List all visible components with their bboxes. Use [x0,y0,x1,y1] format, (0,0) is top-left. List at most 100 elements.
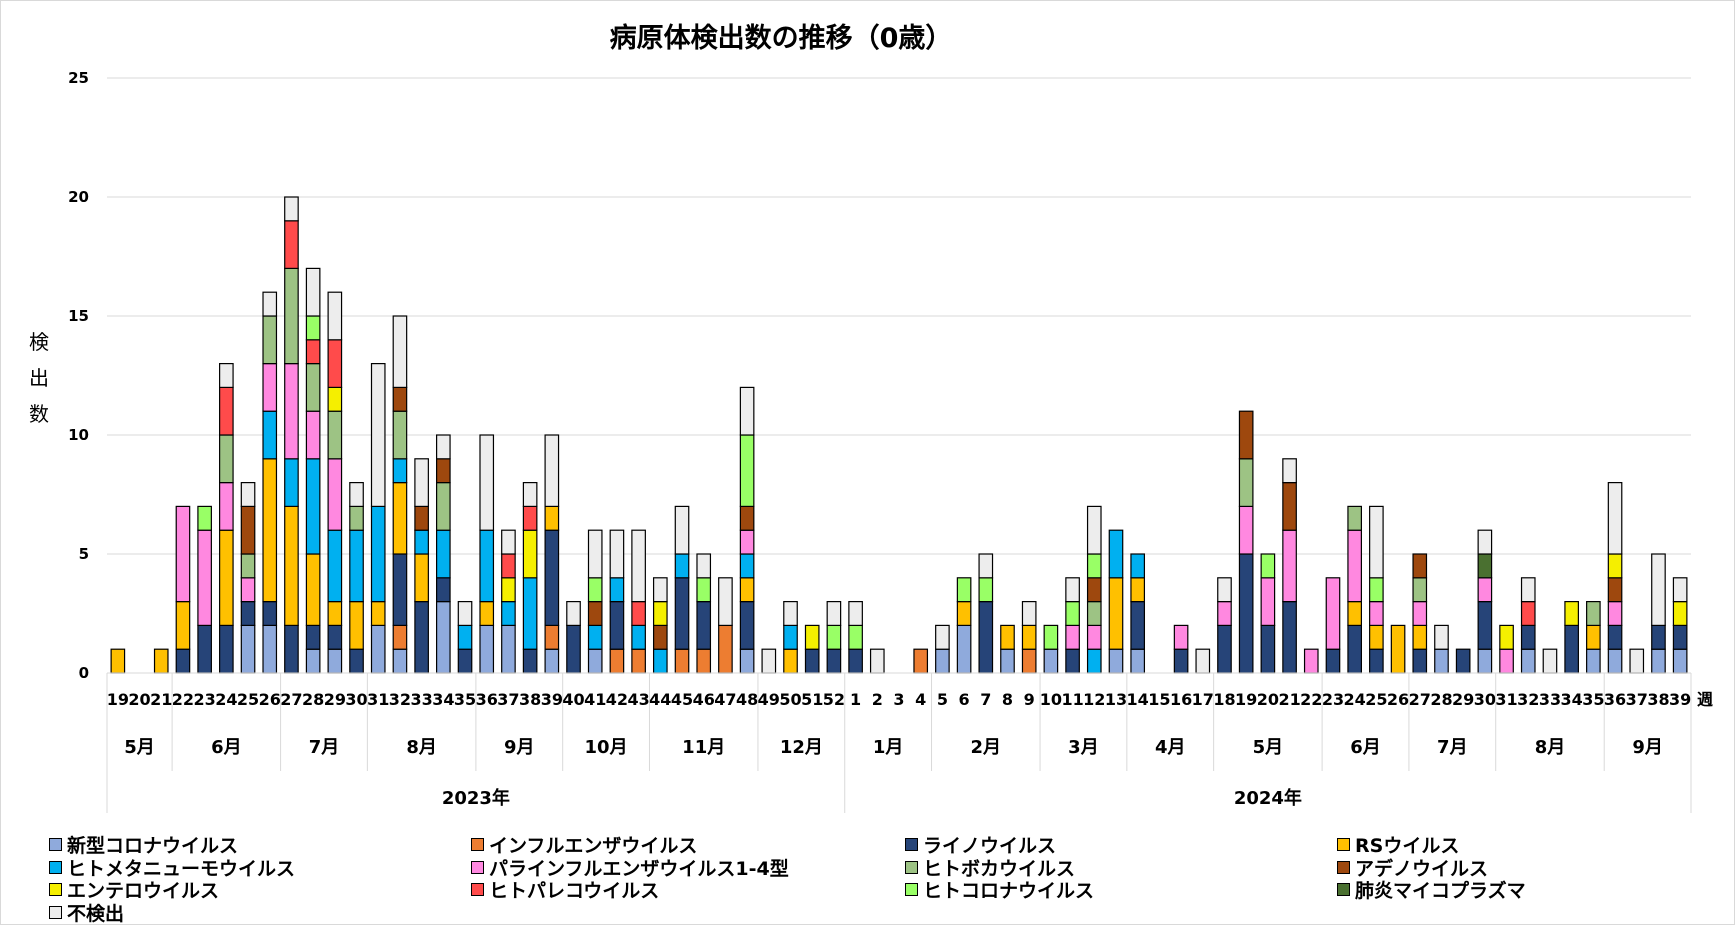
x-week-label: 37 [497,690,519,709]
x-week-label: 41 [584,690,606,709]
bar-segment-rs [479,600,495,626]
bar-segment-none [935,624,950,650]
bar-segment-none [869,648,885,674]
bar-segment-rhino [609,600,625,650]
legend-label: 肺炎マイコプラズマ [1355,880,1526,902]
bar-week-2024-20 [1260,553,1276,674]
x-week-label: 50 [779,690,801,709]
bar-week-2023-38 [522,482,538,674]
bar-segment-hcorona [305,315,321,341]
bar-segment-covid [1607,648,1623,674]
bar-segment-rs [1021,624,1037,650]
x-week-label: 35 [454,690,476,709]
bar-segment-rhino [1282,600,1297,674]
bar-segment-hcorona [1260,553,1276,579]
bar-segment-covid [935,648,950,674]
bar-week-2023-41 [587,529,603,674]
bar-segment-boca [262,315,278,365]
bar-segment-boca [1586,600,1601,626]
bar-week-2024-36 [1607,482,1623,674]
bar-week-2023-50 [783,600,798,674]
x-week-label: 7 [980,690,991,709]
y-tick-label: 0 [79,664,89,682]
bar-segment-rhino [392,553,408,627]
bar-segment-none [761,648,777,674]
bar-week-2023-30 [349,482,364,674]
bar-segment-adeno [1412,553,1428,579]
bar-segment-covid [327,648,343,674]
x-week-label: 24 [1344,690,1366,709]
x-week-label: 24 [215,690,237,709]
x-week-label: 2 [872,690,883,709]
x-week-label: 17 [1192,690,1214,709]
x-week-label: 48 [736,690,758,709]
bar-segment-hmpv [392,458,408,484]
x-week-label: 28 [302,690,324,709]
x-week-label: 15 [1148,690,1170,709]
bar-segment-none [609,529,625,579]
legend-label: アデノウイルス [1355,857,1489,880]
legend-item-rs: RSウイルス [1337,831,1459,858]
bar-segment-rs [284,505,299,626]
bar-week-2024-26 [1390,624,1406,674]
bar-segment-none [978,553,994,579]
bar-segment-hmpv [1086,648,1102,674]
bar-segment-para [1499,648,1514,674]
bar-segment-adeno [436,458,451,484]
bar-week-2024-6 [956,577,972,674]
bar-segment-flu [544,624,560,650]
y-tick-label: 20 [68,188,89,206]
x-week-label: 39 [541,690,563,709]
bar-segment-covid [1434,648,1449,674]
legend-swatch [905,860,918,874]
bar-segment-rhino [1672,624,1688,650]
bar-segment-entero [1564,600,1579,626]
bar-segment-none [436,434,451,460]
x-week-label: 36 [476,690,498,709]
bar-week-2024-24 [1347,505,1362,674]
legend-label: ヒトパレコウイルス [489,880,660,902]
x-month-label: 9月 [1632,737,1663,758]
bar-segment-adeno [414,505,429,531]
bars [110,196,1688,674]
bar-week-2023-48 [739,386,755,674]
x-week-label: 22 [1300,690,1322,709]
x-week-label: 18 [1213,690,1235,709]
bar-segment-covid [1651,648,1666,674]
x-week-label: 8 [1002,690,1013,709]
x-week-label: 23 [194,690,216,709]
bar-segment-para [1325,577,1341,650]
bar-week-2024-30 [1477,529,1493,674]
x-week-label: 30 [345,690,367,709]
bar-week-2023-51 [804,624,820,674]
bar-segment-para [1065,624,1080,650]
bar-segment-hmpv [414,529,429,555]
bar-segment-rhino [674,577,690,650]
bar-segment-hcorona [1043,624,1059,650]
bar-segment-none [1672,577,1688,603]
x-week-label: 16 [1170,690,1192,709]
legend-swatch [905,838,918,851]
x-week-label: 31 [1495,690,1517,709]
bar-week-2023-37 [501,529,516,674]
bar-segment-rhino [1651,624,1666,650]
bar-segment-none [1369,505,1384,579]
x-month-label: 12月 [780,737,823,758]
bar-segment-hmpv [436,529,451,579]
legend-label: ライノウイルス [923,835,1057,857]
legend-swatch [1337,838,1350,851]
bar-segment-hmpv [327,529,343,603]
x-week-label: 9 [1024,690,1035,709]
bar-segment-flu [718,624,733,674]
bar-segment-none [1195,648,1211,674]
bar-segment-flu [696,648,712,674]
bar-segment-parecho [327,339,343,388]
bar-segment-covid [479,624,495,674]
bar-segment-covid [544,648,560,674]
bar-segment-none [501,529,516,555]
x-week-label: 1 [850,690,861,709]
bar-segment-adeno [587,600,603,626]
bar-segment-para [327,458,343,531]
bar-segment-rhino [1607,624,1623,650]
x-month-label: 6月 [211,737,242,758]
